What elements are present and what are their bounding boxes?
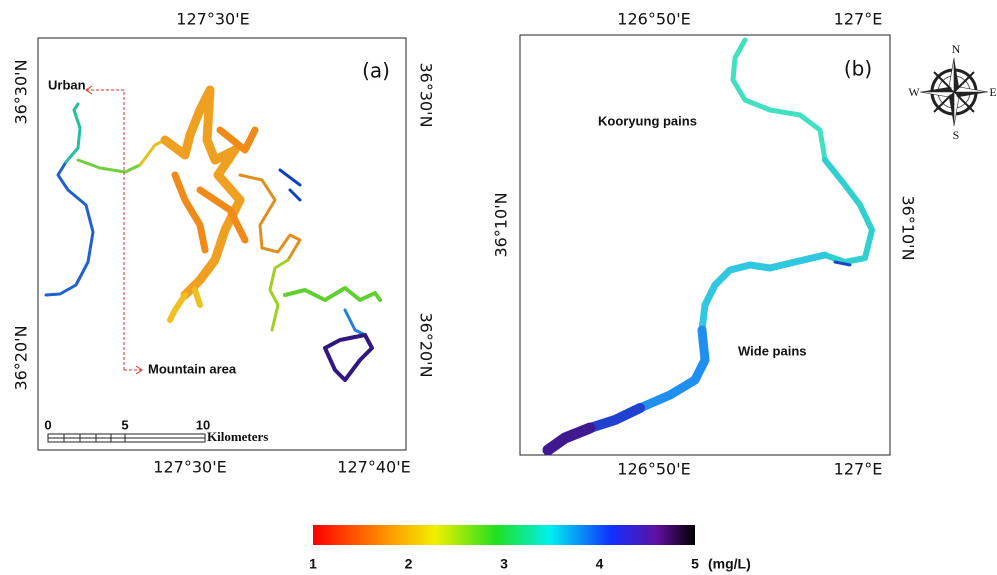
scale-tick: 5 bbox=[121, 417, 128, 432]
colorbar-tick-label: 3 bbox=[500, 556, 508, 572]
river-a bbox=[44, 85, 382, 382]
river-b bbox=[542, 37, 875, 456]
panel-b-frame bbox=[519, 34, 891, 456]
left-tick: 36°10'N bbox=[492, 192, 511, 257]
colorbar-tick-label: 5 bbox=[691, 556, 699, 572]
left-tick: 36°30'N bbox=[12, 59, 31, 124]
colorbar-tick-label: 1 bbox=[309, 556, 317, 572]
scale-unit: Kilometers bbox=[207, 429, 268, 444]
annotation: Urban bbox=[48, 77, 86, 92]
left-tick: 36°20'N bbox=[12, 325, 31, 390]
compass-label: E bbox=[989, 85, 996, 99]
top-tick: 127°30'E bbox=[176, 10, 249, 29]
top-tick: 127°E bbox=[834, 10, 883, 29]
colorbar-unit: (mg/L) bbox=[708, 556, 751, 572]
colorbar bbox=[313, 525, 695, 545]
annotation: Kooryung pains bbox=[598, 113, 697, 128]
scale-tick: 0 bbox=[44, 417, 51, 432]
right-tick: 36°20'N bbox=[417, 312, 436, 377]
annotation: Wide pains bbox=[738, 343, 807, 358]
annotation-arrows bbox=[85, 85, 143, 375]
bottom-tick: 127°30'E bbox=[153, 458, 226, 477]
colorbar-tick-label: 4 bbox=[596, 556, 604, 572]
right-tick: 36°30'N bbox=[417, 62, 436, 127]
top-tick: 126°50'E bbox=[617, 10, 690, 29]
compass-label: S bbox=[953, 128, 960, 142]
bottom-tick: 127°40'E bbox=[337, 458, 410, 477]
bottom-tick: 127°E bbox=[834, 460, 883, 479]
colorbar-tick-label: 2 bbox=[405, 556, 413, 572]
scale-tick: 10 bbox=[196, 417, 210, 432]
panel-label: (b) bbox=[844, 57, 872, 81]
annotation: Mountain area bbox=[148, 361, 237, 376]
compass-label: W bbox=[908, 85, 920, 99]
scale-bar bbox=[47, 433, 206, 443]
right-tick: 36°10'N bbox=[899, 195, 918, 260]
compass-label: N bbox=[952, 42, 961, 56]
compass-rose bbox=[919, 57, 989, 127]
panel-label: (a) bbox=[362, 59, 390, 83]
bottom-tick: 126°50'E bbox=[617, 460, 690, 479]
